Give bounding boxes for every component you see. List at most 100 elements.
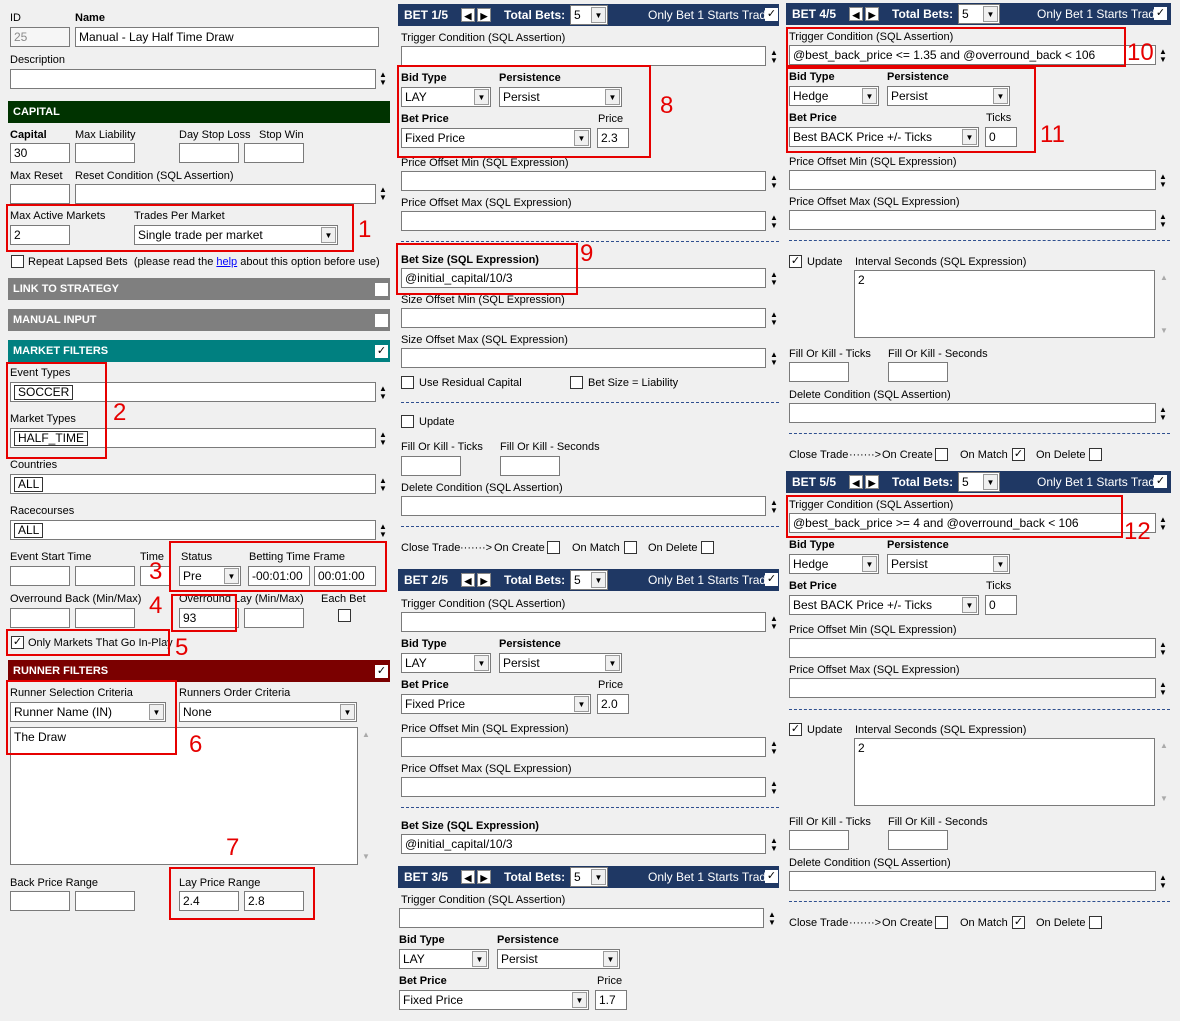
bet5-delete-field[interactable] <box>789 871 1156 891</box>
bet1-bet-size-field[interactable]: @initial_capital/10/3 <box>401 268 766 288</box>
bet5-fok-seconds-field[interactable] <box>888 830 948 850</box>
bet5-on-create-checkbox[interactable] <box>935 916 948 929</box>
bet5-offset-min-field[interactable] <box>789 638 1156 658</box>
only-bet1-checkbox[interactable]: ✓ <box>765 8 778 21</box>
day-stop-loss-field[interactable] <box>179 143 239 163</box>
max-reset-field[interactable] <box>10 184 70 204</box>
scroll-updown-icon[interactable]: ▲ ▼ <box>770 614 778 631</box>
bet1-offset-min-field[interactable] <box>401 171 766 191</box>
bet1-price-field[interactable]: 2.3 <box>597 128 629 148</box>
scroll-updown-icon[interactable]: ▲ ▼ <box>1159 172 1167 189</box>
scroll-updown-icon[interactable]: ▲ ▼ <box>1159 47 1167 64</box>
scroll-updown-icon[interactable]: ▲ ▼ <box>770 48 778 65</box>
scroll-up-icon[interactable]: ▲ <box>362 730 370 739</box>
prev-icon[interactable]: ◀ <box>461 870 475 884</box>
bet5-offset-max-field[interactable] <box>789 678 1156 698</box>
next-icon[interactable]: ▶ <box>865 475 879 489</box>
bet2-persistence-select[interactable]: Persist ▼ <box>499 653 622 673</box>
link-strategy-header[interactable]: LINK TO STRATEGY <box>8 278 390 300</box>
bet5-ticks-field[interactable]: 0 <box>985 595 1017 615</box>
bet3-trigger-field[interactable] <box>399 908 764 928</box>
runners-order-select[interactable]: None ▼ <box>179 702 357 722</box>
manual-input-checkbox[interactable] <box>375 314 388 327</box>
bet3-bid-type-select[interactable]: LAY ▼ <box>399 949 489 969</box>
runner-filters-header[interactable]: RUNNER FILTERS <box>8 660 390 682</box>
event-start-from[interactable] <box>10 566 70 586</box>
bet4-ticks-field[interactable]: 0 <box>985 127 1017 147</box>
bet4-persistence-select[interactable]: Persist ▼ <box>887 86 1010 106</box>
residual-checkbox[interactable] <box>401 376 414 389</box>
scroll-updown-icon[interactable]: ▲ ▼ <box>770 270 778 287</box>
scroll-updown-icon[interactable]: ▲ ▼ <box>379 430 387 447</box>
next-icon[interactable]: ▶ <box>477 573 491 587</box>
overround-back-max[interactable] <box>75 608 135 628</box>
bet1-on-create-checkbox[interactable] <box>547 541 560 554</box>
runner-filters-checkbox[interactable]: ✓ <box>375 665 388 678</box>
bet3-bet-price-select[interactable]: Fixed Price ▼ <box>399 990 589 1010</box>
capital-field[interactable]: 30 <box>10 143 70 163</box>
scroll-updown-icon[interactable]: ▲ ▼ <box>770 779 778 796</box>
scroll-updown-icon[interactable]: ▲ ▼ <box>1159 405 1167 422</box>
bet4-delete-field[interactable] <box>789 403 1156 423</box>
lay-range-max[interactable]: 2.8 <box>244 891 304 911</box>
scroll-updown-icon[interactable]: ▲ ▼ <box>1159 212 1167 229</box>
description-field[interactable] <box>10 69 376 89</box>
lay-range-min[interactable]: 2.4 <box>179 891 239 911</box>
bet1-fok-seconds-field[interactable] <box>500 456 560 476</box>
bet4-trigger-field[interactable]: @best_back_price <= 1.35 and @overround_… <box>789 45 1156 65</box>
bet4-fok-ticks-field[interactable] <box>789 362 849 382</box>
bet1-bid-type-select[interactable]: LAY ▼ <box>401 87 491 107</box>
bet5-fok-ticks-field[interactable] <box>789 830 849 850</box>
scroll-updown-icon[interactable]: ▲ ▼ <box>770 498 778 515</box>
bet5-bid-type-select[interactable]: Hedge ▼ <box>789 554 879 574</box>
bet5-on-match-checkbox[interactable]: ✓ <box>1012 916 1025 929</box>
scroll-updown-icon[interactable]: ▲ ▼ <box>770 173 778 190</box>
bet2-bet-size-field[interactable]: @initial_capital/10/3 <box>401 834 766 854</box>
scroll-updown-icon[interactable]: ▲ ▼ <box>379 476 387 493</box>
runner-selection-select[interactable]: Runner Name (IN) ▼ <box>10 702 166 722</box>
bet4-bid-type-select[interactable]: Hedge ▼ <box>789 86 879 106</box>
scroll-updown-icon[interactable]: ▲ ▼ <box>770 836 778 853</box>
bet5-on-delete-checkbox[interactable] <box>1089 916 1102 929</box>
bet4-fok-seconds-field[interactable] <box>888 362 948 382</box>
prev-icon[interactable]: ◀ <box>461 573 475 587</box>
bet4-offset-min-field[interactable] <box>789 170 1156 190</box>
help-link[interactable]: help <box>216 256 238 268</box>
stop-win-field[interactable] <box>244 143 304 163</box>
market-types-field[interactable]: HALF_TIME <box>10 428 376 448</box>
scroll-updown-icon[interactable]: ▲ ▼ <box>1159 873 1167 890</box>
event-start-to[interactable] <box>75 566 135 586</box>
runners-textarea[interactable]: The Draw <box>10 727 358 865</box>
bet1-fok-ticks-field[interactable] <box>401 456 461 476</box>
scroll-down-icon[interactable]: ▼ <box>1160 326 1168 335</box>
repeat-lapsed-checkbox[interactable] <box>11 255 24 268</box>
bet5-update-checkbox[interactable]: ✓ <box>789 723 802 736</box>
bet2-offset-min-field[interactable] <box>401 737 766 757</box>
bet3-persistence-select[interactable]: Persist ▼ <box>497 949 620 969</box>
bet2-bet-price-select[interactable]: Fixed Price ▼ <box>401 694 591 714</box>
overround-back-min[interactable] <box>10 608 70 628</box>
btf-from-field[interactable]: -00:01:00 <box>248 566 310 586</box>
scroll-updown-icon[interactable]: ▲ ▼ <box>1159 640 1167 657</box>
bet4-update-checkbox[interactable]: ✓ <box>789 255 802 268</box>
bet4-on-delete-checkbox[interactable] <box>1089 448 1102 461</box>
total-bets-select[interactable]: 5 ▼ <box>570 5 608 25</box>
btf-to-field[interactable]: 00:01:00 <box>314 566 376 586</box>
scroll-up-icon[interactable]: ▲ <box>1160 741 1168 750</box>
market-filters-checkbox[interactable]: ✓ <box>375 345 388 358</box>
overround-lay-max[interactable] <box>244 608 304 628</box>
scroll-updown-icon[interactable]: ▲ ▼ <box>379 185 387 202</box>
bet5-interval-field[interactable]: 2 <box>854 738 1155 806</box>
each-bet-checkbox[interactable] <box>338 609 351 622</box>
bet5-persistence-select[interactable]: Persist ▼ <box>887 554 1010 574</box>
reset-condition-field[interactable] <box>75 184 376 204</box>
bet1-size-min-field[interactable] <box>401 308 766 328</box>
max-active-markets-field[interactable]: 2 <box>10 225 70 245</box>
inplay-checkbox[interactable]: ✓ <box>11 636 24 649</box>
bet2-trigger-field[interactable] <box>401 612 766 632</box>
bet1-delete-field[interactable] <box>401 496 766 516</box>
next-icon[interactable]: ▶ <box>477 8 491 22</box>
liability-checkbox[interactable] <box>570 376 583 389</box>
next-icon[interactable]: ▶ <box>477 870 491 884</box>
bet2-price-field[interactable]: 2.0 <box>597 694 629 714</box>
